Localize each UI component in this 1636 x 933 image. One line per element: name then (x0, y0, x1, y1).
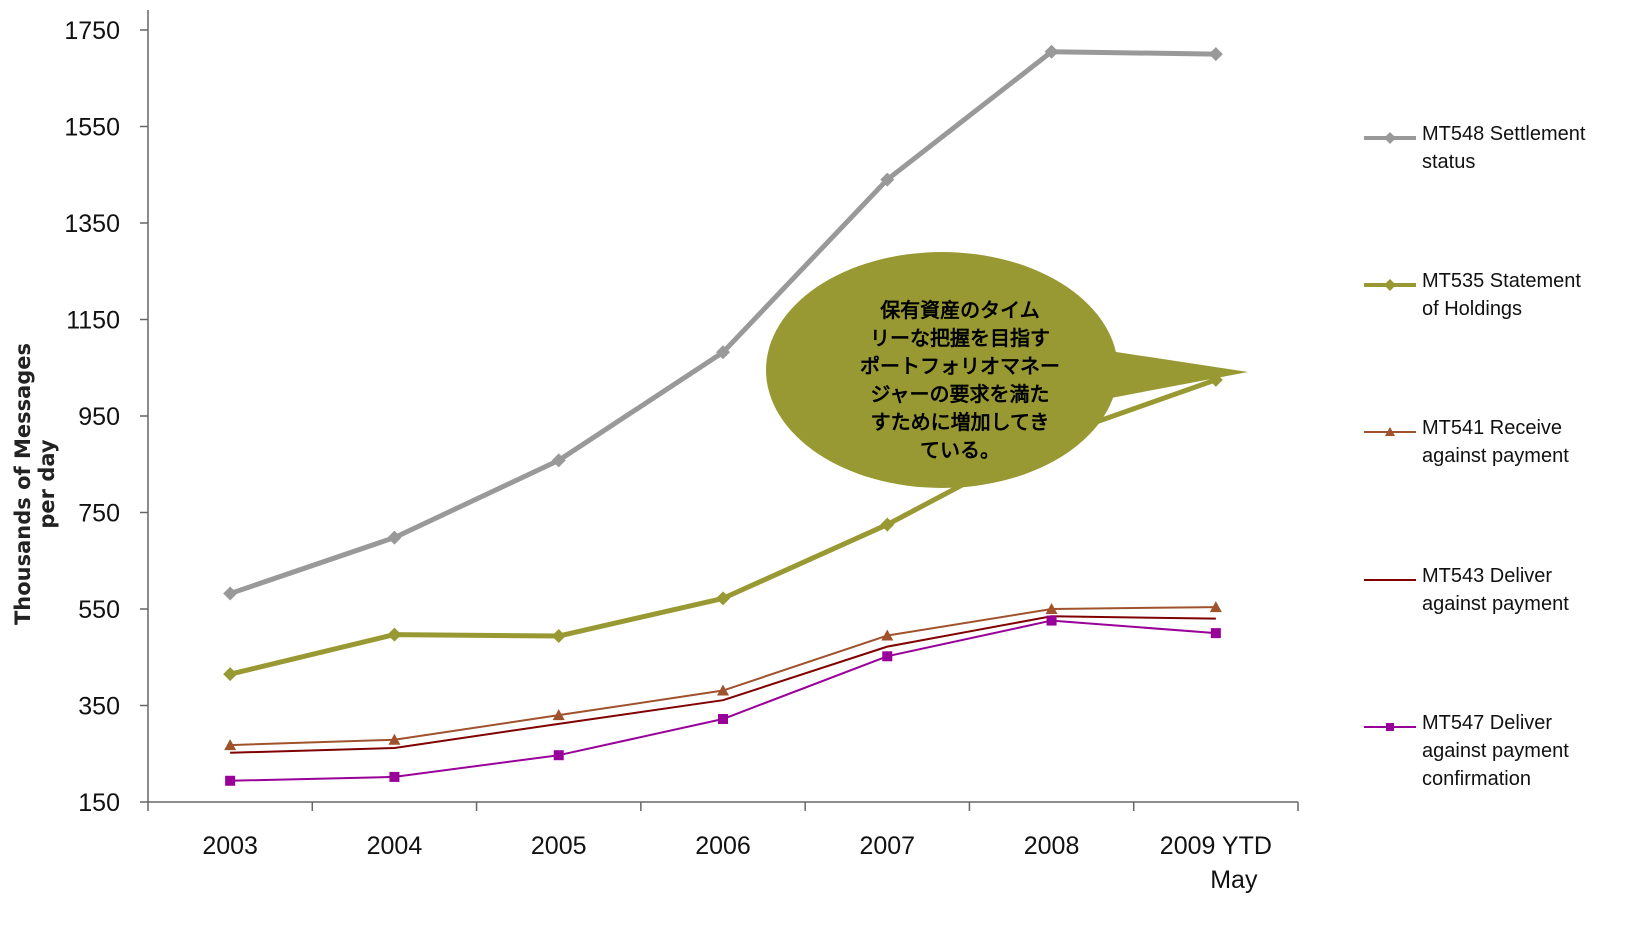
y-tick-label: 1350 (64, 210, 120, 238)
x-tick-label: 2003 (202, 832, 258, 860)
data-point (1044, 44, 1059, 59)
data-point (717, 684, 729, 696)
x-tick-label: 2007 (859, 832, 915, 860)
data-point (1046, 615, 1057, 626)
data-point (882, 651, 893, 662)
y-axis-label: Thousands of Messages per day (11, 342, 59, 626)
legend-label: MT543 Deliver against payment (1422, 565, 1569, 615)
series-group (225, 615, 1221, 786)
data-point (387, 530, 402, 545)
data-point (223, 586, 238, 601)
series-group (224, 601, 1222, 751)
data-point (387, 627, 402, 642)
data-point (1208, 47, 1223, 62)
y-tick-label: 1550 (64, 114, 120, 142)
data-point (1210, 628, 1221, 639)
data-point (880, 172, 895, 187)
data-point (718, 714, 728, 725)
legend-swatch-marker (1386, 723, 1394, 731)
data-point (224, 739, 237, 751)
legend-label: MT548 Settlement status (1422, 123, 1586, 173)
y-tick-label: 1750 (64, 17, 120, 45)
data-point (551, 629, 566, 644)
data-point (388, 733, 401, 745)
legend-swatch (1364, 427, 1416, 436)
chart-legend: MT548 Settlement status MT535 Statement o… (1360, 0, 1630, 933)
series-group (223, 44, 1223, 601)
callout-bubble (766, 252, 1118, 488)
x-tick-label: 2006 (695, 832, 751, 860)
y-tick-label: 950 (78, 403, 120, 431)
data-point (716, 345, 730, 360)
data-point (880, 517, 895, 532)
data-point (1209, 601, 1222, 613)
y-tick-label: 150 (78, 789, 120, 817)
callout-pointer (1090, 348, 1248, 402)
legend-swatch (1364, 279, 1416, 291)
legend-swatch (1364, 579, 1416, 581)
data-point (553, 750, 564, 761)
data-point (881, 629, 894, 641)
x-tick-label: 2009 YTD May (1160, 832, 1272, 894)
x-tick-label: 2005 (531, 832, 587, 860)
x-tick-label: 2008 (1024, 832, 1080, 860)
y-tick-label: 1150 (66, 307, 120, 335)
series-line (230, 606, 1216, 747)
y-tick-label: 750 (78, 500, 120, 528)
data-point (1045, 603, 1058, 614)
data-point (551, 453, 566, 468)
data-point (223, 667, 238, 682)
data-point (552, 709, 565, 721)
data-point (225, 775, 236, 786)
data-point (716, 591, 730, 606)
legend-label: MT541 Receive against payment (1422, 417, 1569, 467)
x-tick-label: 2004 (367, 832, 423, 860)
annotation-text: 保有資産のタイム リーな把握を目指す ポートフォリオマネー ジャーの要求を満た … (860, 298, 1060, 462)
legend-label: MT547 Deliver against payment confirmati… (1422, 712, 1569, 790)
legend-swatch-marker (1385, 427, 1395, 436)
legend-swatch (1364, 723, 1416, 731)
y-tick-label: 550 (78, 596, 120, 624)
callout-layer (766, 252, 1248, 488)
y-tick-label: 350 (78, 693, 120, 721)
legend-swatch-marker (1384, 279, 1396, 291)
legend-swatch-marker (1384, 132, 1396, 144)
data-point (389, 771, 400, 782)
chart-axes: 150 350 550 750 950 1150 1350 1550 1750 2003 2004 2… (64, 10, 1299, 894)
legend-swatch (1364, 132, 1416, 144)
legend-label: MT535 Statement of Holdings (1422, 270, 1581, 320)
